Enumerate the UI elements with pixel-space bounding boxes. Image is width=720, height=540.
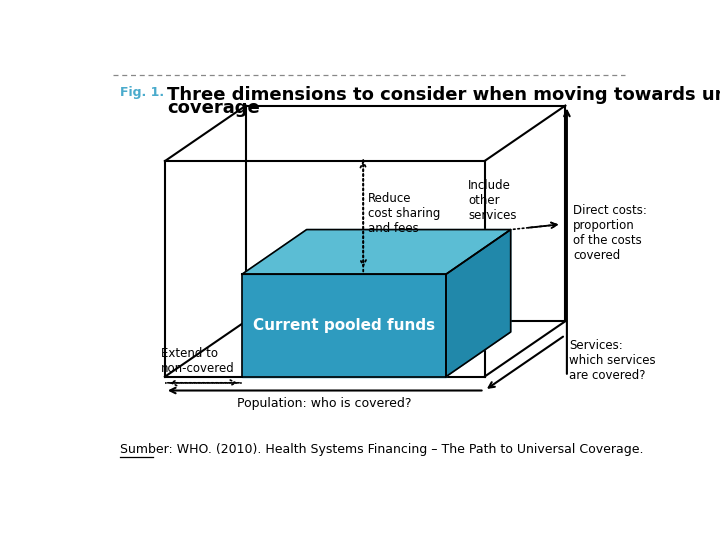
Text: Direct costs:
proportion
of the costs
covered: Direct costs: proportion of the costs co… [573, 205, 647, 262]
Text: Fig. 1.: Fig. 1. [120, 85, 163, 99]
Text: Sumber: WHO. (2010). Health Systems Financing – The Path to Universal Coverage.: Sumber: WHO. (2010). Health Systems Fina… [120, 443, 643, 456]
Text: Extend to
non-covered: Extend to non-covered [161, 347, 235, 375]
Text: Population: who is covered?: Population: who is covered? [238, 397, 412, 410]
Text: Three dimensions to consider when moving towards universal: Three dimensions to consider when moving… [167, 85, 720, 104]
Text: Current pooled funds: Current pooled funds [253, 318, 435, 333]
Polygon shape [242, 274, 446, 377]
Text: Reduce
cost sharing
and fees: Reduce cost sharing and fees [368, 192, 440, 235]
Text: Services:
which services
are covered?: Services: which services are covered? [570, 339, 656, 382]
Polygon shape [446, 230, 510, 377]
Text: Include
other
services: Include other services [468, 179, 517, 222]
Text: coverage: coverage [167, 99, 260, 117]
Polygon shape [242, 230, 510, 274]
